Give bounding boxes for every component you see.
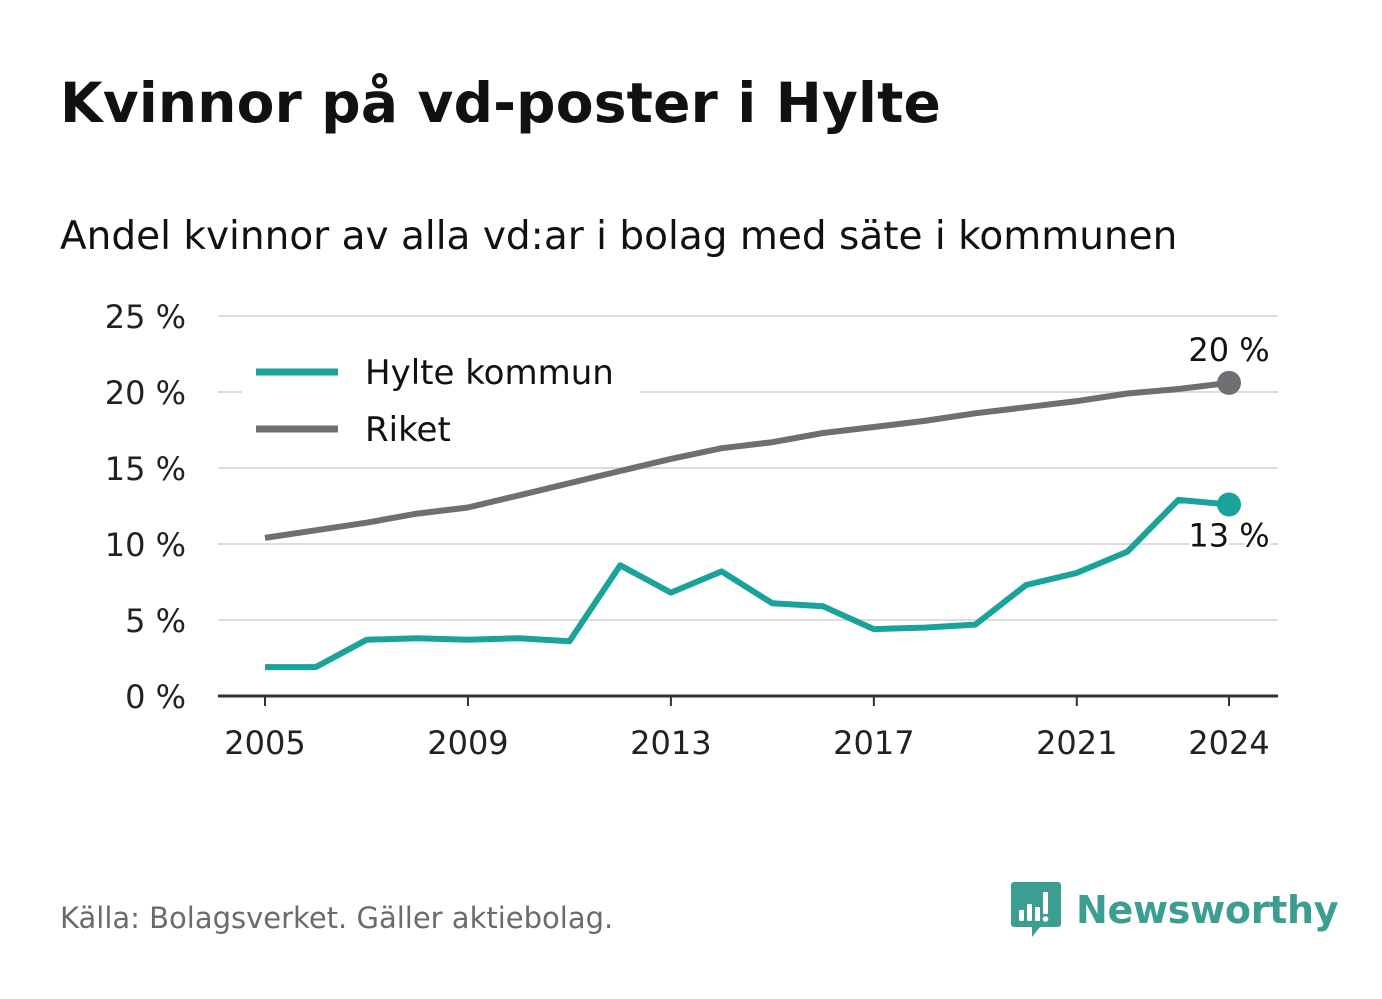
y-tick-label: 15 % bbox=[105, 450, 186, 488]
end-marker-riket bbox=[1217, 371, 1241, 395]
x-tick-label: 2017 bbox=[833, 724, 914, 762]
brand-name: Newsworthy bbox=[1076, 888, 1338, 932]
line-chart: 0 %5 %10 %15 %20 %25 % 2005 2009 2013 2017 2… bbox=[0, 0, 1382, 860]
legend-label: Hylte kommun bbox=[365, 353, 614, 393]
end-label: 13 % bbox=[1188, 516, 1269, 554]
series-line-hylte-kommun bbox=[265, 500, 1229, 667]
x-tick-label: 2009 bbox=[427, 724, 508, 762]
x-tick-label: 2021 bbox=[1036, 724, 1117, 762]
y-tick-label: 20 % bbox=[105, 374, 186, 412]
legend-label: Riket bbox=[365, 410, 451, 450]
y-tick-label: 5 % bbox=[125, 602, 186, 640]
y-axis: 0 % 5 % 10 % 15 % 20 % 25 % bbox=[105, 298, 186, 716]
y-tick-label: 10 % bbox=[105, 526, 186, 564]
end-marker-hylte-kommun bbox=[1217, 492, 1241, 516]
x-tick-label: 2005 bbox=[224, 724, 305, 762]
x-tick-label: 2013 bbox=[630, 724, 711, 762]
x-axis: 2005 2009 2013 2017 2021 2024 bbox=[218, 696, 1278, 762]
end-label: 20 % bbox=[1188, 331, 1269, 369]
y-tick-label: 0 % bbox=[125, 678, 186, 716]
x-tick-label: 2024 bbox=[1188, 724, 1269, 762]
y-tick-label: 25 % bbox=[105, 298, 186, 336]
end-labels: 13 % 20 % bbox=[1188, 331, 1269, 555]
source-note: Källa: Bolagsverket. Gäller aktiebolag. bbox=[60, 898, 613, 938]
newsworthy-logo-icon bbox=[1010, 880, 1062, 940]
legend: Hylte kommun Riket bbox=[242, 343, 640, 463]
brand-logo: Newsworthy bbox=[1010, 880, 1338, 940]
